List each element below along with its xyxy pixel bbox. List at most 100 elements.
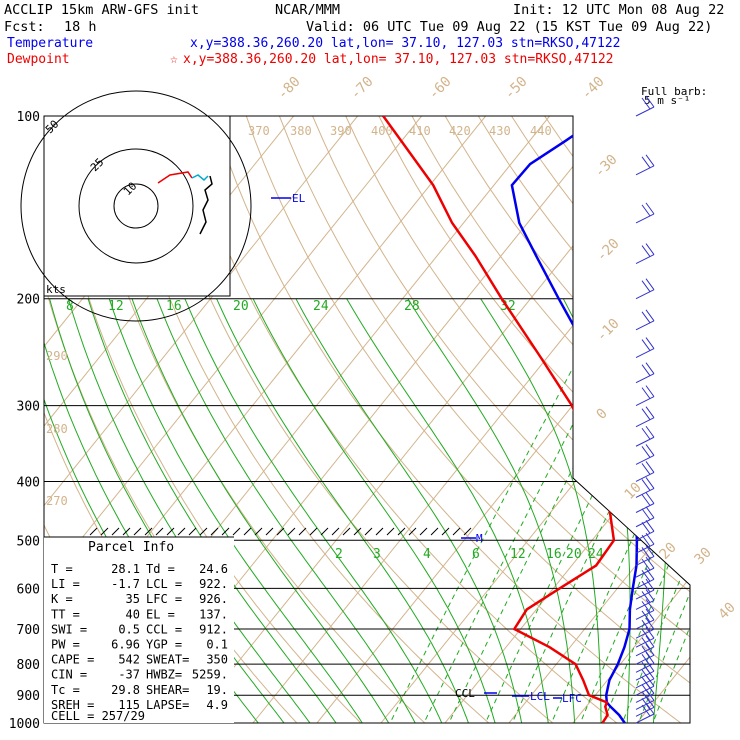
parcel-row-label: SWEAT= [146,653,189,667]
hatch-mark [441,527,450,536]
parcel-row-label: CAPE = [51,653,94,667]
center-label: NCAR/MMM [275,2,340,18]
parcel-row-value: 137. [199,607,228,621]
parcel-row-label: LAPSE= [146,698,189,712]
isotherm-line [508,116,690,723]
parcel-row-label: LFC = [146,592,182,606]
wind-barb-staff [635,555,655,566]
wind-barb-flag [641,494,651,506]
wind-barb-flag [645,643,655,656]
wind-barb-staff [635,609,655,620]
wind-barb-flag [645,154,655,167]
hatch-mark [408,527,417,536]
wind-barb-staff [635,628,655,639]
fcst-value: 18 h [64,19,97,35]
mixing-ratio-top-label: 24 [313,299,329,314]
pressure-tick-label: 900 [17,689,40,704]
mixing-ratio-top-label: 20 [233,299,249,314]
init-label: Init: 12 UTC Mon 08 Aug 22 [513,2,724,18]
wind-barb-staff [635,396,655,407]
parcel-row-value: 35 [126,592,140,606]
moist-adiabat-line [295,298,525,723]
hodograph-units: kts [46,283,66,296]
parcel-row-value: 24.6 [199,562,228,576]
moist-adiabat-line [156,298,423,723]
moist-adiabat-line [216,298,474,723]
wind-barb-flag [645,95,655,108]
parcel-info-cell: CELL = 257/29 [51,709,145,723]
pressure-tick-label: 400 [17,475,40,490]
mixing-ratio-low-label: 4 [423,547,431,562]
legend-dewpoint-info: x,y=388.36,260.20 lat,lon= 37.10, 127.03… [183,52,613,67]
wind-barb-flag [641,364,651,376]
wind-barb-flag [641,558,651,571]
dewpoint-trace [382,116,616,723]
hatch-mark [353,527,362,536]
parcel-row-label: CCL = [146,622,182,636]
wind-barb-flag [641,204,651,217]
hatch-mark [188,527,197,536]
wind-barb-flag [641,311,651,324]
moist-adiabat-line [184,298,448,723]
hatch-mark [298,527,307,536]
wind-barb-flag [641,245,651,257]
wind-barbs [635,95,655,724]
wind-barb-flag [645,578,655,591]
parcel-row-value: 28.1 [111,562,140,576]
hodograph-ring-small [113,183,159,229]
theta-label: 410 [409,124,431,138]
parcel-info-box: Parcel Info T = 28.1 Td = 24.6 LI = -1.7 LCL =… [44,536,234,723]
hatch-mark [166,527,175,536]
parcel-row-value: 0.5 [118,622,140,636]
mixing-ratio-line [633,298,690,723]
parcel-row-label: T = [51,562,73,576]
mixing-ratio-labels: 8 12 16 20 24 28 322 3 4 6 12 16 20 24 [66,299,604,562]
pressure-tick-label: 500 [17,534,40,549]
parcel-row-label: SWI = [51,622,87,636]
hodograph-box [43,115,231,297]
parcel-row-value: 926. [199,592,228,606]
moist-adiabat-line [108,298,372,723]
wind-barb-staff [635,436,655,447]
pressure-tick-label: 100 [17,110,40,125]
wind-barb-flag [641,446,651,458]
el-label: EL [292,192,306,205]
legend-temperature-info: x,y=388.36,260.20 lat,lon= 37.10, 127.03… [190,36,620,51]
wind-barb-staff [635,373,655,384]
parcel-row-value: 922. [199,577,228,591]
mixing-ratio-low-label: 6 [472,547,480,562]
lcl-label: LCL [530,690,550,703]
parcel-row-value: -1.7 [111,577,140,591]
parcel-row-value: 19. [206,683,228,697]
parcel-row-label: LI = [51,577,80,591]
wind-barb-staff [635,517,655,528]
parcel-row-label: Tc = [51,683,80,697]
hatch-mark [430,527,439,536]
wind-barb-flag [641,637,651,650]
wind-barb-staff [635,599,655,610]
wind-barb-staff [635,567,655,578]
pressure-tick-label: 1000 [9,717,40,732]
wind-barb-flag [645,617,655,630]
mixing-ratio-line [597,298,690,723]
theta-label: 390 [330,124,352,138]
parcel-info-rows: T = 28.1 Td = 24.6 LI = -1.7 LCL = 922. K = 35 LFC… [51,562,228,712]
hatch-mark [210,527,219,536]
dry-adiabat-line [146,116,569,723]
wind-barb-flag [641,387,651,399]
wind-barb-flag [645,243,655,255]
m-label: M [476,532,483,545]
hatch-mark [100,527,109,536]
lfc-label: LFC [562,692,582,705]
hatch-mark [232,527,241,536]
hatch-mark [386,527,395,536]
wind-barb-flag [641,479,651,491]
parcel-row-value: 350 [206,653,228,667]
wind-barb-staff [635,320,655,331]
wind-barb-staff [635,670,655,681]
hatch-mark [199,527,208,536]
wind-barb-flag [645,444,655,456]
wind-barb-staff [635,654,655,665]
moist-adiabat-line [252,298,500,723]
hatch-mark [89,527,98,536]
